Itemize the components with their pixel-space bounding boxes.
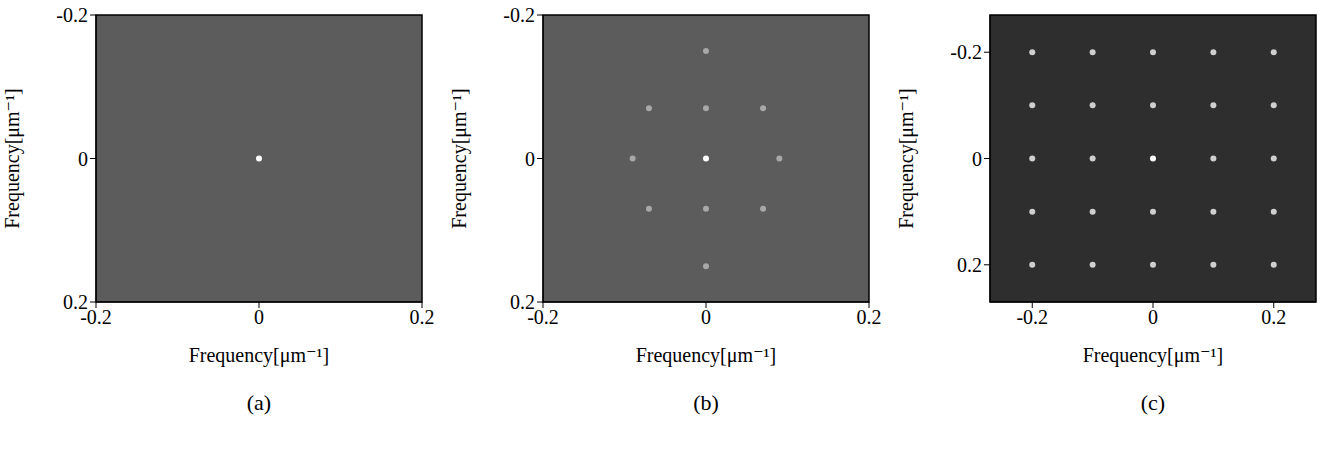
svg-text:Frequency[μm⁻¹]: Frequency[μm⁻¹] bbox=[895, 88, 918, 229]
svg-text:0.2: 0.2 bbox=[857, 306, 882, 328]
svg-text:0: 0 bbox=[972, 148, 982, 170]
svg-text:0.2: 0.2 bbox=[957, 254, 982, 276]
svg-text:0.2: 0.2 bbox=[410, 306, 435, 328]
html-text:(c): (c) bbox=[1140, 390, 1166, 415]
svg-text:0: 0 bbox=[78, 148, 88, 170]
svg-text:0.2: 0.2 bbox=[63, 291, 88, 313]
svg-text:-0.2: -0.2 bbox=[56, 4, 88, 26]
svg-text:Frequency[μm⁻¹]: Frequency[μm⁻¹] bbox=[636, 344, 777, 367]
svg-text:-0.2: -0.2 bbox=[503, 4, 535, 26]
svg-text:-0.2: -0.2 bbox=[80, 306, 112, 329]
svg-text:0: 0 bbox=[701, 306, 711, 328]
svg-text:0: 0 bbox=[1148, 306, 1158, 328]
svg-text:Frequency[μm⁻¹]: Frequency[μm⁻¹] bbox=[189, 344, 330, 367]
html-text:(b): (b) bbox=[693, 390, 719, 415]
svg-text:-0.2: -0.2 bbox=[1016, 306, 1048, 328]
svg-text:-0.2: -0.2 bbox=[950, 41, 982, 63]
svg-text:Frequency[μm⁻¹]: Frequency[μm⁻¹] bbox=[1, 88, 24, 229]
svg-text:Frequency[μm⁻¹]: Frequency[μm⁻¹] bbox=[448, 88, 471, 229]
svg-text:0.2: 0.2 bbox=[1261, 306, 1286, 328]
svg-text:0: 0 bbox=[254, 306, 264, 328]
svg-text:Frequency[μm⁻¹]: Frequency[μm⁻¹] bbox=[1083, 344, 1224, 367]
svg-text:0.2: 0.2 bbox=[510, 291, 535, 313]
svg-text:0: 0 bbox=[525, 148, 535, 170]
svg-text:-0.2: -0.2 bbox=[527, 306, 559, 329]
html-text:(a): (a) bbox=[246, 390, 272, 415]
